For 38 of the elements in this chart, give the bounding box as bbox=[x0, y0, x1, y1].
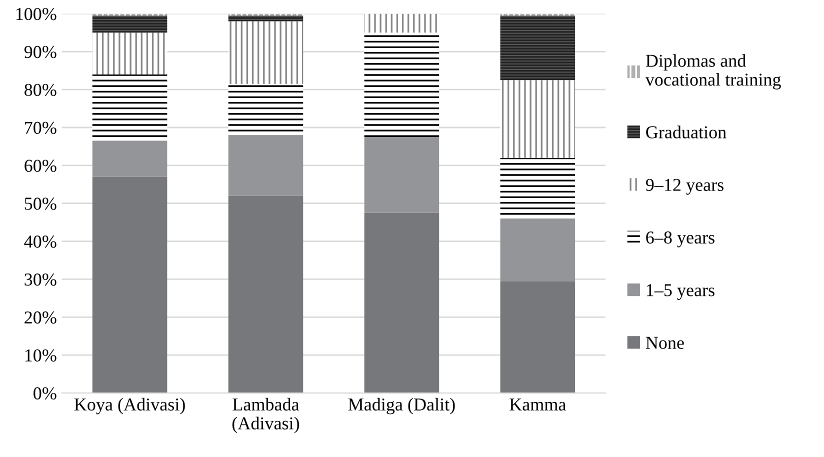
y-tick-label: 50% bbox=[24, 198, 56, 210]
legend-label: 6–8 years bbox=[646, 231, 714, 248]
legend-label: Graduation bbox=[646, 126, 726, 138]
y-tick-label: 100% bbox=[16, 8, 56, 20]
bar bbox=[364, 136, 440, 213]
y-tick-label: 20% bbox=[24, 311, 56, 324]
bar bbox=[228, 16, 304, 22]
y-tick-label: 10% bbox=[25, 349, 56, 362]
bar bbox=[364, 212, 440, 394]
legend-label: Diplomas and vocational training bbox=[645, 54, 781, 90]
x-tick-label: Kamma bbox=[510, 398, 566, 411]
y-tick-label: 30% bbox=[24, 273, 56, 286]
bar bbox=[500, 80, 576, 158]
x-tick-label: Madiga (Dalit) bbox=[348, 398, 455, 414]
x-tick-label: Lambada (Adivasi) bbox=[232, 398, 300, 434]
bar bbox=[228, 84, 304, 136]
legend-label: None bbox=[646, 336, 684, 349]
y-tick-label: 0% bbox=[34, 387, 56, 400]
x-tick-label: Koya (Adivasi) bbox=[74, 398, 185, 414]
bar bbox=[500, 16, 576, 80]
y-tick-label: 40% bbox=[24, 236, 56, 248]
y-tick-label: 80% bbox=[24, 84, 56, 96]
bar bbox=[228, 21, 304, 84]
y-tick-label: 70% bbox=[25, 122, 56, 134]
bar bbox=[92, 74, 168, 141]
bar bbox=[364, 14, 440, 33]
legend-label: 1–5 years bbox=[646, 284, 714, 300]
bar bbox=[228, 135, 304, 196]
bar bbox=[500, 218, 576, 282]
y-tick-label: 60% bbox=[24, 160, 56, 172]
bar bbox=[92, 16, 168, 33]
y-tick-label: 90% bbox=[24, 46, 56, 58]
bar bbox=[500, 281, 576, 394]
bar bbox=[228, 196, 304, 394]
bar bbox=[92, 32, 168, 74]
bar bbox=[92, 176, 168, 394]
bar bbox=[92, 140, 168, 177]
legend-label: 9–12 years bbox=[646, 178, 724, 195]
